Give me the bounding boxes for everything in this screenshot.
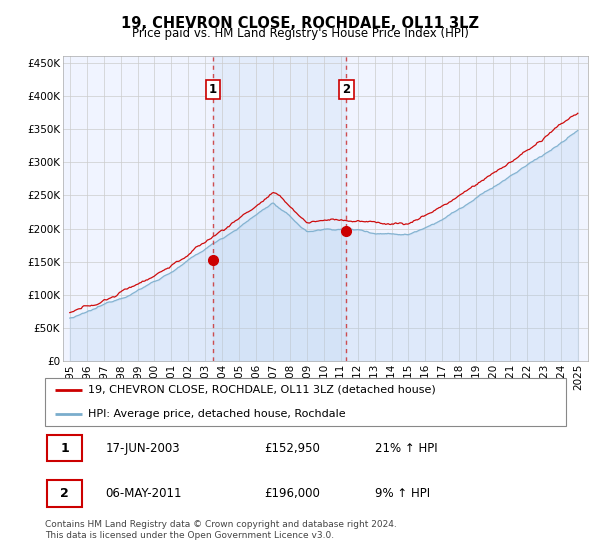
Text: Price paid vs. HM Land Registry's House Price Index (HPI): Price paid vs. HM Land Registry's House … [131, 27, 469, 40]
Text: 17-JUN-2003: 17-JUN-2003 [106, 442, 180, 455]
Text: 21% ↑ HPI: 21% ↑ HPI [374, 442, 437, 455]
Text: 9% ↑ HPI: 9% ↑ HPI [374, 487, 430, 500]
FancyBboxPatch shape [44, 378, 566, 426]
Text: 19, CHEVRON CLOSE, ROCHDALE, OL11 3LZ (detached house): 19, CHEVRON CLOSE, ROCHDALE, OL11 3LZ (d… [88, 385, 436, 395]
Text: 2: 2 [343, 83, 350, 96]
Text: £152,950: £152,950 [264, 442, 320, 455]
Text: 1: 1 [209, 83, 217, 96]
Text: Contains HM Land Registry data © Crown copyright and database right 2024.
This d: Contains HM Land Registry data © Crown c… [45, 520, 397, 540]
FancyBboxPatch shape [47, 435, 82, 461]
FancyBboxPatch shape [47, 480, 82, 506]
Text: 19, CHEVRON CLOSE, ROCHDALE, OL11 3LZ: 19, CHEVRON CLOSE, ROCHDALE, OL11 3LZ [121, 16, 479, 31]
Text: 2: 2 [60, 487, 69, 500]
Bar [213, 56, 346, 361]
Text: HPI: Average price, detached house, Rochdale: HPI: Average price, detached house, Roch… [88, 409, 346, 419]
Text: 06-MAY-2011: 06-MAY-2011 [106, 487, 182, 500]
Text: £196,000: £196,000 [264, 487, 320, 500]
Text: 1: 1 [60, 442, 69, 455]
